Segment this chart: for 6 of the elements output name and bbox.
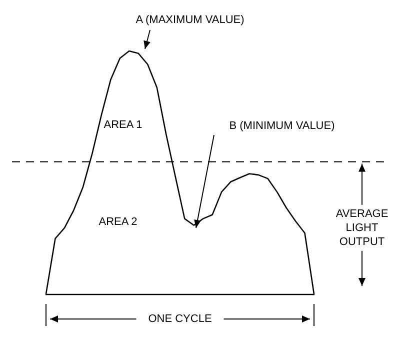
text: A (MAXIMUM VALUE) [136, 14, 244, 26]
annotation: B (MINIMUM VALUE) [229, 120, 335, 132]
ref-line-label: AVERAGE LIGHT OUTPUT [336, 208, 388, 248]
x-axis-title: ONE CYCLE [148, 313, 212, 325]
annotation: AREA 2 [98, 216, 138, 228]
annotation: AREA 1 [104, 119, 142, 131]
